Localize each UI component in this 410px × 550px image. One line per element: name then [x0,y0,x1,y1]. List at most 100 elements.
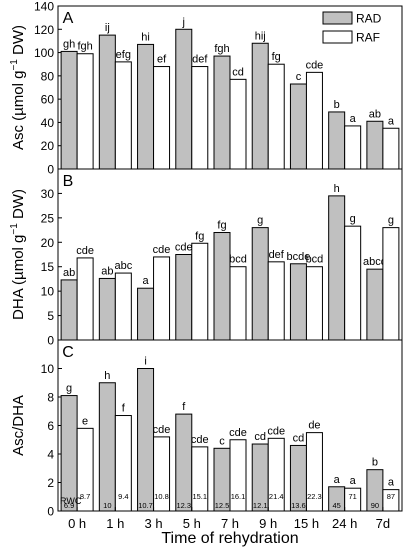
y-tick-label: 20 [41,236,55,250]
y-axis-label: Asc (µmol g−1 DW) [9,25,27,150]
y-tick-label: 30 [41,187,55,201]
significance-letter: fg [217,220,226,232]
significance-letter: cd [254,431,266,443]
bar-raf [114,61,132,170]
bar-rad [366,268,384,341]
bar-raf [153,66,171,170]
significance-letter: h [334,183,340,195]
significance-letter: g [66,383,72,395]
y-tick-label: 0 [47,505,54,519]
significance-letter: efg [116,49,131,61]
bar-raf [267,63,285,170]
rwc-value-rad: 12.1 [253,501,268,510]
y-tick-label: 5 [47,309,54,323]
legend-swatch-raf [322,30,353,44]
legend-label-raf: RAF [356,31,380,45]
significance-letter: a [350,475,357,487]
bar-rad [60,50,78,170]
significance-letter: cde [306,59,324,71]
bar-rad [137,368,155,512]
x-tick-label: 7d [376,516,390,531]
rwc-value-rad: 10 [103,501,111,510]
y-tick-label: 0 [47,334,54,348]
bar-raf [305,266,323,341]
bar-rad [328,195,346,341]
bar-raf [344,487,362,512]
rwc-value-raf: 15.1 [192,492,207,501]
significance-letter: fg [272,51,281,63]
bar-raf [229,78,247,170]
bar-rad [137,287,155,341]
significance-letter: g [350,213,356,225]
bar-rad [98,277,116,341]
bar-rad [137,43,155,170]
significance-letter: ab [101,265,113,277]
panel-letter: A [63,10,74,27]
bar-rad [289,263,307,341]
y-tick-label: 6 [47,419,54,433]
y-tick-label: 8 [47,391,54,405]
rwc-value-rad: 90 [371,501,379,510]
significance-letter: bcd [306,254,324,266]
significance-letter: cde [191,434,209,446]
x-tick-label: 3 h [145,516,163,531]
significance-letter: gh [63,38,75,50]
bar-rad [251,42,269,170]
y-tick-label: 25 [41,211,55,225]
x-tick-label: 1 h [106,516,124,531]
rwc-value-raf: 10.8 [154,492,169,501]
rwc-value-rad: 12.3 [176,501,191,510]
bar-rad [328,111,346,170]
y-tick-label: 15 [41,260,55,274]
y-axis-label: Asc/DHA [10,395,27,456]
y-tick-label: 10 [41,362,55,376]
bar-rad [98,382,116,512]
rwc-value-rad: 13.6 [291,501,306,510]
significance-letter: cd [293,432,305,444]
significance-letter: g [257,215,263,227]
significance-letter: ab [63,267,75,279]
bar-raf [382,489,400,512]
bar-rad [366,120,384,170]
y-tick-label: 100 [34,46,54,60]
bar-rad [175,28,193,170]
bar-rad [213,55,231,170]
significance-letter: c [219,435,225,447]
x-tick-label: 0 h [68,516,86,531]
y-tick-label: 60 [41,93,55,107]
significance-letter: a [334,474,341,486]
significance-letter: hi [141,31,150,43]
significance-letter: def [192,54,208,66]
rwc-value-rad: 6.9 [64,501,74,510]
y-tick-label: 80 [41,69,55,83]
significance-letter: h [104,370,110,382]
significance-letter: cde [153,424,171,436]
significance-letter: b [334,99,340,111]
significance-letter: abc [114,260,132,272]
significance-letter: f [182,401,186,413]
bar-rad [60,279,78,341]
bar-rad [175,413,193,512]
significance-letter: b [372,457,378,469]
significance-letter: de [308,420,320,432]
significance-letter: bcde [287,251,311,263]
bar-rad [251,227,269,341]
significance-letter: bcd [229,254,247,266]
bar-raf [305,71,323,170]
significance-letter: a [142,275,149,287]
significance-letter: cd [232,66,244,78]
bar-raf [229,266,247,341]
significance-letter: f [122,403,126,415]
bar-raf [344,125,362,170]
bar-raf [114,272,132,341]
bar-raf [267,437,285,512]
rwc-value-rad: 12.5 [215,501,230,510]
significance-letter: cde [153,244,171,256]
x-tick-label: 9 h [259,516,277,531]
y-tick-label: 140 [34,0,54,14]
bar-raf [114,415,132,512]
rwc-value-raf: 21.4 [269,492,284,501]
legend-swatch-rad [322,11,353,25]
y-tick-label: 20 [41,139,55,153]
